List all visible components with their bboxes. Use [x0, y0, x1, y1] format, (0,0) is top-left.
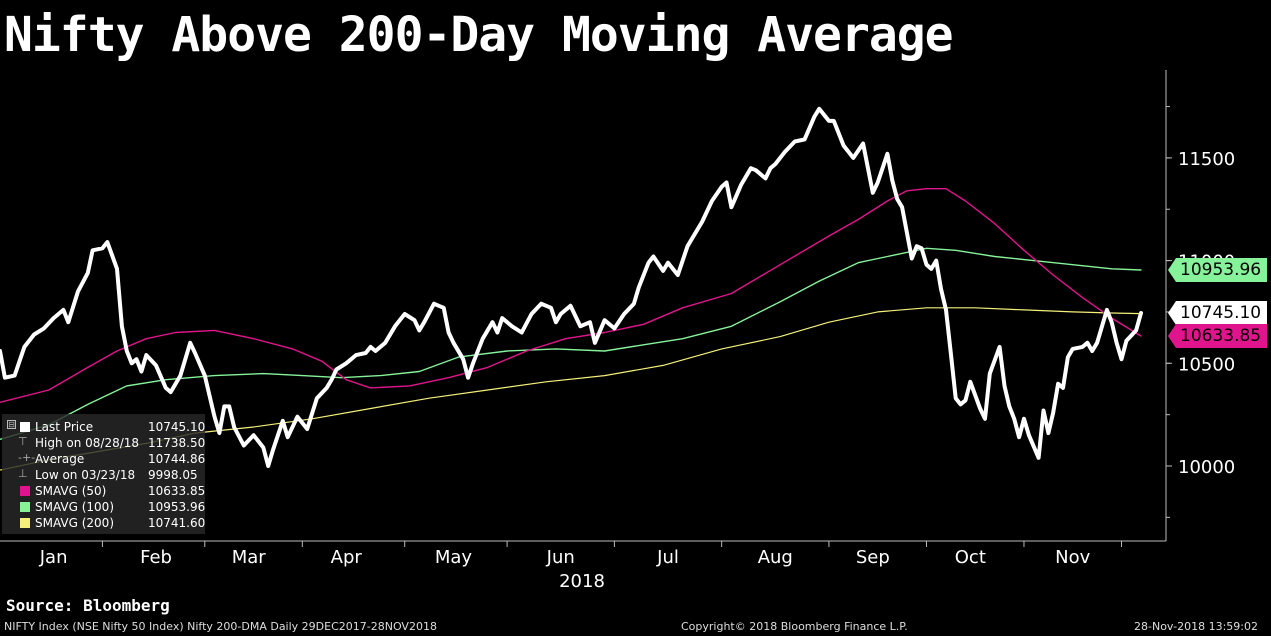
legend-item-name: Average	[35, 452, 85, 466]
legend-item: SMAVG (100) 10953.96	[2, 499, 205, 515]
x-tick-label: Jun	[546, 547, 575, 568]
series-line-last-price	[0, 106, 1143, 468]
legend-item-name: High on 08/28/18	[35, 436, 140, 450]
x-tick-label: Aug	[758, 547, 793, 568]
x-tick-label: Apr	[331, 547, 363, 568]
legend-item-name: SMAVG (100)	[35, 500, 115, 514]
legend-item-value: 10633.85	[148, 484, 206, 498]
legend-item-value: 10741.60	[148, 516, 206, 530]
x-tick-label: Jan	[39, 547, 68, 568]
legend-swatch	[20, 422, 30, 432]
footer-copyright: Copyright© 2018 Bloomberg Finance L.P.	[681, 620, 908, 633]
legend-swatch	[20, 502, 30, 512]
legend-item-name: Last Price	[35, 420, 94, 434]
x-tick-label: Mar	[232, 547, 267, 568]
legend-item-value: 11738.50	[148, 436, 206, 450]
legend-item: ⊤ High on 08/28/18 11738.50	[2, 435, 205, 451]
legend-item-value: 10745.10	[148, 420, 206, 434]
chart-series	[0, 106, 1143, 471]
x-year-label: 2018	[559, 571, 605, 592]
x-tick-label: Feb	[140, 547, 172, 568]
legend-marker-icon: ⊥	[18, 467, 28, 480]
y-tick-label: 10000	[1178, 457, 1235, 478]
x-tick-label: Oct	[955, 547, 986, 568]
x-tick-label: Nov	[1055, 547, 1090, 568]
legend-item-value: 10744.86	[148, 452, 206, 466]
y-tick-label: 11500	[1178, 149, 1235, 170]
chart-legend: ⊟ Last Price 10745.10 ⊤ High on 08/28/18 117…	[2, 414, 205, 534]
legend-marker-icon: ⊤	[18, 435, 28, 448]
x-tick-label: Jul	[656, 547, 679, 568]
legend-item: SMAVG (200) 10741.60	[2, 515, 205, 531]
source-label: Source: Bloomberg	[6, 596, 170, 615]
footer-timestamp: 28-Nov-2018 13:59:02	[1134, 620, 1259, 633]
x-tick-label: May	[435, 547, 473, 568]
last-value-badge: 10745.10	[1167, 301, 1268, 325]
last-value-badge: 10633.85	[1167, 324, 1268, 348]
series-line-smavg-50	[0, 188, 1142, 403]
chart-title: Nifty Above 200-Day Moving Average	[4, 7, 954, 63]
last-value-badge: 10953.96	[1167, 258, 1268, 282]
legend-item-name: SMAVG (50)	[35, 484, 107, 498]
legend-item-value: 10953.96	[148, 500, 206, 514]
legend-collapse-icon[interactable]: ⊟	[7, 420, 16, 429]
legend-swatch	[20, 518, 30, 528]
y-tick-label: 10500	[1178, 354, 1235, 375]
legend-marker-icon: -+-	[18, 451, 36, 464]
series-line-smavg-100	[0, 247, 1142, 440]
legend-item: -+- Average 10744.86	[2, 451, 205, 467]
legend-item: Last Price 10745.10	[2, 419, 205, 435]
legend-item-value: 9998.05	[148, 468, 198, 482]
legend-item: ⊥ Low on 03/23/18 9998.05	[2, 467, 205, 483]
footer-security-info: NIFTY Index (NSE Nifty 50 Index) Nifty 2…	[4, 620, 437, 633]
legend-item-name: Low on 03/23/18	[35, 468, 136, 482]
x-tick-label: Sep	[856, 547, 890, 568]
legend-swatch	[20, 486, 30, 496]
legend-item: SMAVG (50) 10633.85	[2, 483, 205, 499]
legend-item-name: SMAVG (200)	[35, 516, 115, 530]
